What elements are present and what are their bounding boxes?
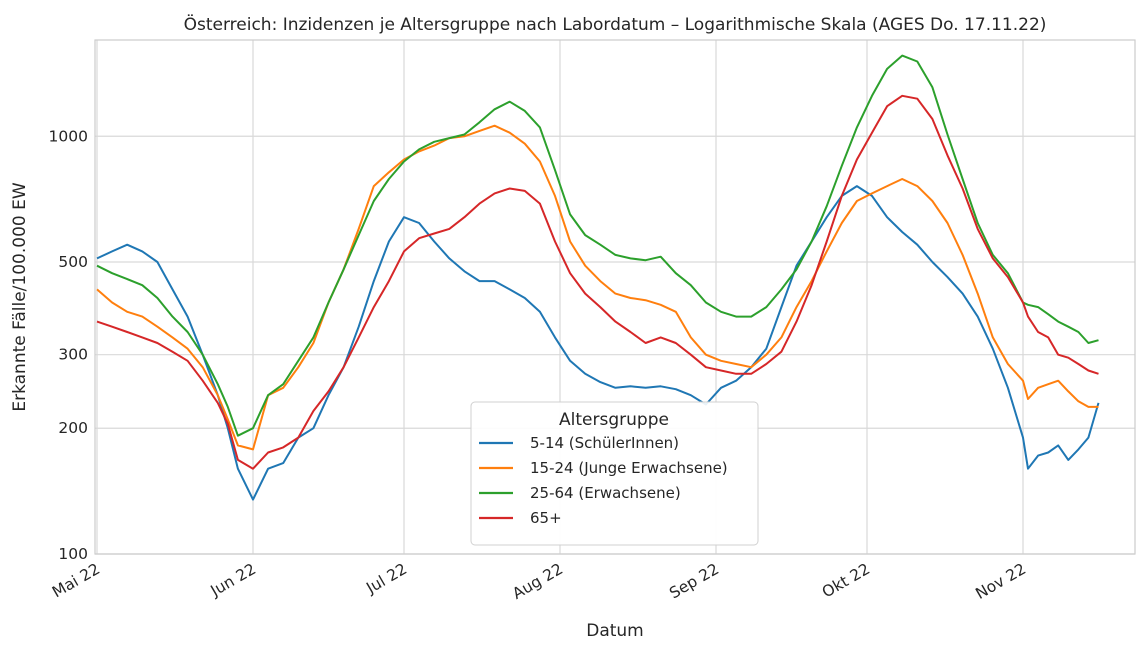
y-tick-label: 500 — [58, 253, 88, 271]
x-axis-ticks: Mai 22 Jun 22 Jul 22 Aug 22 Sep 22 Okt 22 Nov … — [49, 560, 1029, 603]
legend-entries: 5-14 (SchülerInnen) 15-24 (Junge Erwachse… — [479, 434, 728, 527]
chart-title: Österreich: Inzidenzen je Altersgruppe n… — [184, 13, 1047, 35]
x-tick-label: Nov 22 — [972, 560, 1029, 603]
series-line-4 — [96, 94, 1099, 470]
legend-title: Altersgruppe — [559, 410, 669, 430]
y-tick-label: 1000 — [49, 127, 88, 145]
series-line-2 — [96, 124, 1099, 451]
legend-entry-label: 65+ — [530, 509, 562, 527]
y-tick-label: 300 — [58, 346, 88, 364]
series-line-1 — [96, 185, 1100, 501]
x-tick-label: Jul 22 — [363, 560, 410, 598]
x-tick-label: Jun 22 — [207, 560, 259, 601]
y-axis-ticks: 100 200 300 500 1000 — [49, 127, 88, 563]
grid — [95, 40, 1135, 555]
x-tick-label: Sep 22 — [666, 560, 722, 603]
y-tick-label: 200 — [58, 419, 88, 437]
x-axis-label: Datum — [586, 621, 644, 641]
x-tick-label: Okt 22 — [819, 560, 873, 602]
legend-entry-label: 25-64 (Erwachsene) — [530, 484, 681, 502]
plot-frame — [94, 39, 1136, 555]
series-line-3 — [96, 54, 1099, 437]
y-tick-label: 100 — [58, 545, 88, 563]
series-lines — [96, 54, 1100, 501]
legend-box — [470, 401, 759, 546]
legend-entry-label: 15-24 (Junge Erwachsene) — [530, 459, 728, 477]
x-tick-label: Aug 22 — [509, 560, 566, 603]
y-axis-label: Erkannte Fälle/100.000 EW — [10, 182, 30, 411]
legend-entry-label: 5-14 (SchülerInnen) — [530, 434, 679, 452]
legend: Altersgruppe 5-14 (SchülerInnen) 15-24 (J… — [470, 401, 759, 546]
x-tick-label: Mai 22 — [49, 560, 103, 602]
